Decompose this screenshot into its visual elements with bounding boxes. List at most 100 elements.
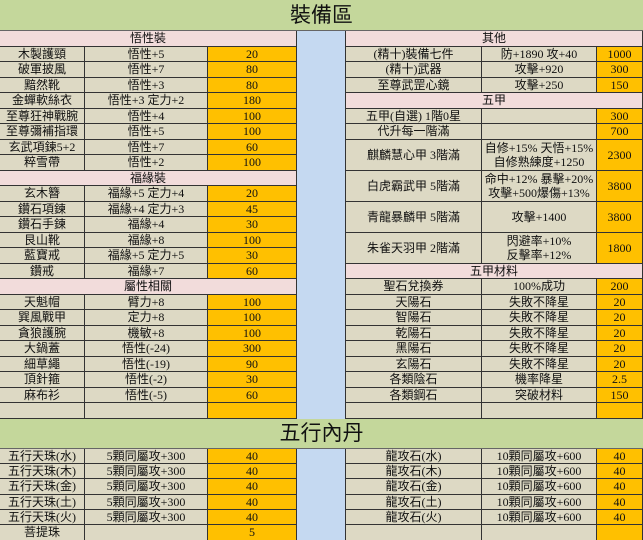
item-name-cell[interactable]: 粹雪帶 xyxy=(0,155,85,171)
item-price-cell[interactable]: 20 xyxy=(597,341,643,357)
item-price-cell[interactable]: 40 xyxy=(208,463,297,480)
category-header[interactable]: 五甲材料 xyxy=(346,263,643,279)
item-price-cell[interactable]: 100 xyxy=(208,124,297,140)
item-price-cell[interactable]: 100 xyxy=(208,232,297,248)
item-price-cell[interactable]: 30 xyxy=(208,217,297,233)
item-name-cell[interactable]: 天魁帽 xyxy=(0,294,85,310)
item-stat-cell[interactable] xyxy=(482,108,597,124)
item-price-cell[interactable]: 90 xyxy=(208,356,297,372)
item-price-cell[interactable]: 40 xyxy=(597,494,643,510)
item-stat-cell[interactable]: 悟性+5 xyxy=(85,124,208,140)
item-name-cell[interactable]: 龍攻石(水) xyxy=(346,448,482,464)
item-price-cell[interactable]: 40 xyxy=(208,448,297,464)
item-stat-cell[interactable]: 臂力+8 xyxy=(85,294,208,310)
section-title-equipment[interactable]: 裝備區 xyxy=(0,0,643,31)
item-price-cell[interactable]: 80 xyxy=(208,77,297,93)
item-stat-cell[interactable]: 悟性(-2) xyxy=(85,372,208,388)
item-price-cell[interactable]: 150 xyxy=(597,77,643,93)
item-name-cell[interactable]: 木製護頸 xyxy=(0,46,85,62)
item-price-cell[interactable]: 60 xyxy=(208,139,297,155)
item-stat-cell[interactable]: 10顆同屬攻+600 xyxy=(482,494,597,510)
item-stat-cell[interactable]: 失敗不降星 xyxy=(482,294,597,310)
item-price-cell[interactable]: 100 xyxy=(208,325,297,341)
item-name-cell[interactable]: 破軍披風 xyxy=(0,62,85,78)
item-price-cell[interactable]: 100 xyxy=(208,310,297,326)
separator-column[interactable] xyxy=(297,448,346,540)
item-name-cell[interactable]: 白虎霸武甲 5階滿 xyxy=(346,170,482,202)
item-stat-cell[interactable]: 10顆同屬攻+600 xyxy=(482,448,597,464)
item-price-cell[interactable]: 40 xyxy=(208,509,297,526)
item-stat-cell[interactable] xyxy=(85,525,208,540)
item-stat-cell[interactable]: 10顆同屬攻+600 xyxy=(482,479,597,495)
item-name-cell[interactable]: 五行天珠(木) xyxy=(0,463,85,480)
item-price-cell[interactable]: 700 xyxy=(597,124,643,140)
item-name-cell[interactable]: 黑陽石 xyxy=(346,341,482,357)
empty-cell[interactable] xyxy=(85,403,208,419)
item-price-cell[interactable]: 40 xyxy=(208,479,297,495)
item-stat-cell[interactable]: 失敗不降星 xyxy=(482,341,597,357)
item-name-cell[interactable]: 艮山靴 xyxy=(0,232,85,248)
item-price-cell[interactable]: 40 xyxy=(597,463,643,480)
empty-cell[interactable] xyxy=(346,403,482,419)
item-price-cell[interactable]: 30 xyxy=(208,248,297,264)
item-name-cell[interactable]: 玄武項鍊5+2 xyxy=(0,139,85,155)
item-name-cell[interactable]: 至尊狂神戰腕 xyxy=(0,108,85,124)
item-name-cell[interactable]: 龍攻石(土) xyxy=(346,494,482,510)
item-price-cell[interactable]: 40 xyxy=(208,494,297,510)
empty-price-cell[interactable] xyxy=(208,403,297,419)
category-header[interactable]: 屬性相關 xyxy=(0,279,297,295)
item-name-cell[interactable]: (精十)裝備七件 xyxy=(346,46,482,62)
item-name-cell[interactable]: 鑽戒 xyxy=(0,263,85,279)
item-stat-cell[interactable]: 悟性(-24) xyxy=(85,341,208,357)
category-header[interactable]: 其他 xyxy=(346,31,643,47)
item-price-cell[interactable]: 20 xyxy=(597,294,643,310)
item-price-cell[interactable]: 20 xyxy=(208,186,297,202)
item-stat-cell[interactable]: 福緣+5 定力+5 xyxy=(85,248,208,264)
item-price-cell[interactable]: 40 xyxy=(597,509,643,526)
item-stat-cell[interactable]: 悟性+7 xyxy=(85,62,208,78)
item-stat-cell[interactable]: 失敗不降星 xyxy=(482,356,597,372)
item-price-cell[interactable]: 1800 xyxy=(597,232,643,264)
item-price-cell[interactable]: 150 xyxy=(597,387,643,403)
item-name-cell[interactable]: (精十)武器 xyxy=(346,62,482,78)
item-stat-cell[interactable]: 5顆同屬攻+300 xyxy=(85,494,208,510)
item-name-cell[interactable]: 大鍋蓋 xyxy=(0,341,85,357)
item-stat-cell[interactable]: 悟性+3 xyxy=(85,77,208,93)
item-name-cell[interactable]: 藍寶戒 xyxy=(0,248,85,264)
item-price-cell[interactable]: 100 xyxy=(208,294,297,310)
item-price-cell[interactable]: 2.5 xyxy=(597,372,643,388)
item-stat-cell[interactable]: 命中+12% 暴擊+20% 攻擊+500爆傷+13% xyxy=(482,170,597,202)
item-stat-cell[interactable]: 悟性+4 xyxy=(85,108,208,124)
item-name-cell[interactable]: 五行天珠(金) xyxy=(0,479,85,495)
item-stat-cell[interactable]: 10顆同屬攻+600 xyxy=(482,509,597,526)
item-name-cell[interactable]: 細草繩 xyxy=(0,356,85,372)
category-header[interactable]: 五甲 xyxy=(346,93,643,109)
item-stat-cell[interactable]: 攻擊+1400 xyxy=(482,201,597,233)
item-price-cell[interactable] xyxy=(597,525,643,540)
item-name-cell[interactable]: 黯然靴 xyxy=(0,77,85,93)
item-stat-cell[interactable]: 悟性+5 xyxy=(85,46,208,62)
item-stat-cell[interactable]: 福緣+4 定力+3 xyxy=(85,201,208,217)
item-name-cell[interactable]: 代升每一階滿 xyxy=(346,124,482,140)
item-price-cell[interactable]: 20 xyxy=(597,310,643,326)
item-stat-cell[interactable]: 10顆同屬攻+600 xyxy=(482,463,597,480)
item-stat-cell[interactable]: 閃避率+10% 反擊率+12% xyxy=(482,232,597,264)
item-price-cell[interactable]: 80 xyxy=(208,62,297,78)
item-stat-cell[interactable]: 福緣+7 xyxy=(85,263,208,279)
item-stat-cell[interactable] xyxy=(482,525,597,540)
item-stat-cell[interactable]: 5顆同屬攻+300 xyxy=(85,463,208,480)
category-header[interactable]: 福緣裝 xyxy=(0,170,297,186)
item-price-cell[interactable]: 3800 xyxy=(597,201,643,233)
item-stat-cell[interactable] xyxy=(482,124,597,140)
item-name-cell[interactable]: 五行天珠(水) xyxy=(0,448,85,464)
item-name-cell[interactable]: 各類陰石 xyxy=(346,372,482,388)
item-name-cell[interactable]: 麒麟慧心甲 3階滿 xyxy=(346,139,482,171)
item-name-cell[interactable]: 頂針箍 xyxy=(0,372,85,388)
item-stat-cell[interactable]: 突破材料 xyxy=(482,387,597,403)
item-name-cell[interactable]: 青龍暴麟甲 5階滿 xyxy=(346,201,482,233)
item-name-cell[interactable]: 五甲(自選) 1階0星 xyxy=(346,108,482,124)
item-price-cell[interactable]: 200 xyxy=(597,279,643,295)
item-stat-cell[interactable]: 福緣+5 定力+4 xyxy=(85,186,208,202)
item-name-cell[interactable]: 天陽石 xyxy=(346,294,482,310)
item-name-cell[interactable]: 玄木簪 xyxy=(0,186,85,202)
